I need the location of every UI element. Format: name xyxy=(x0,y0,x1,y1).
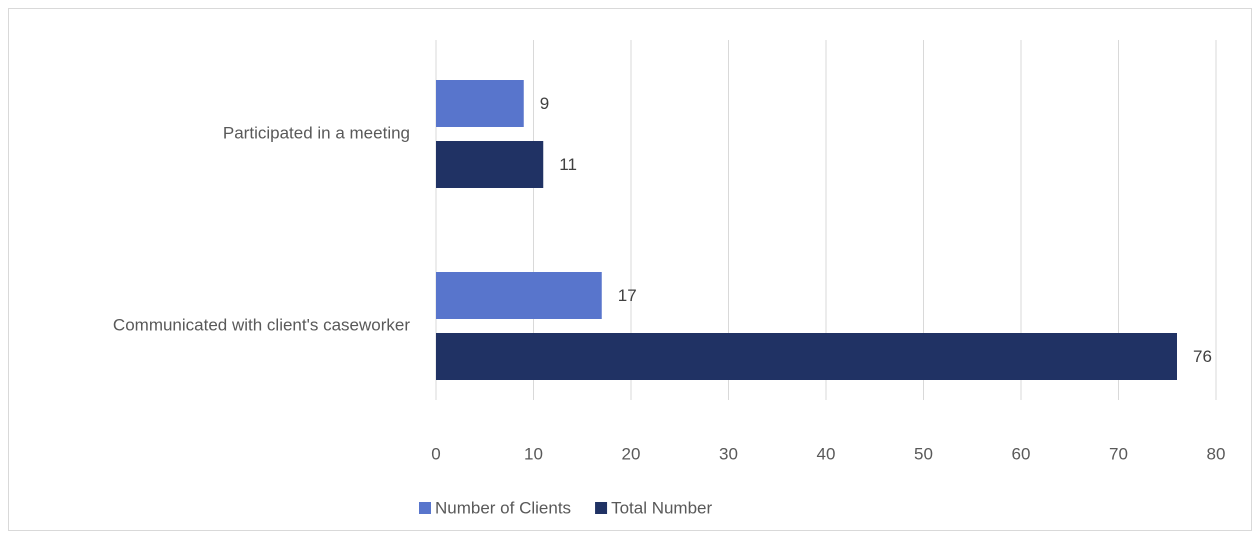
data-label: 76 xyxy=(1193,347,1212,366)
bar xyxy=(436,333,1177,380)
legend-label: Number of Clients xyxy=(435,498,571,517)
data-label: 9 xyxy=(540,94,549,113)
data-label: 11 xyxy=(559,155,577,174)
chart-frame xyxy=(8,8,1252,531)
legend-swatch xyxy=(419,502,431,514)
y-tick-label: Participated in a meeting xyxy=(223,123,410,142)
x-tick-label: 70 xyxy=(1109,444,1128,463)
legend-swatch xyxy=(595,502,608,514)
bar xyxy=(436,141,544,188)
x-tick-label: 10 xyxy=(524,444,543,463)
x-tick-label: 30 xyxy=(719,444,738,463)
data-label: 17 xyxy=(618,286,637,305)
x-tick-label: 50 xyxy=(914,444,933,463)
x-tick-label: 20 xyxy=(622,444,641,463)
bar xyxy=(436,272,602,319)
bar xyxy=(436,80,524,127)
x-tick-label: 60 xyxy=(1012,444,1031,463)
legend-label: Total Number xyxy=(611,498,712,517)
x-tick-label: 40 xyxy=(817,444,836,463)
x-tick-label: 0 xyxy=(431,444,440,463)
y-tick-label: Communicated with client's caseworker xyxy=(113,315,410,334)
x-tick-label: 80 xyxy=(1207,444,1226,463)
